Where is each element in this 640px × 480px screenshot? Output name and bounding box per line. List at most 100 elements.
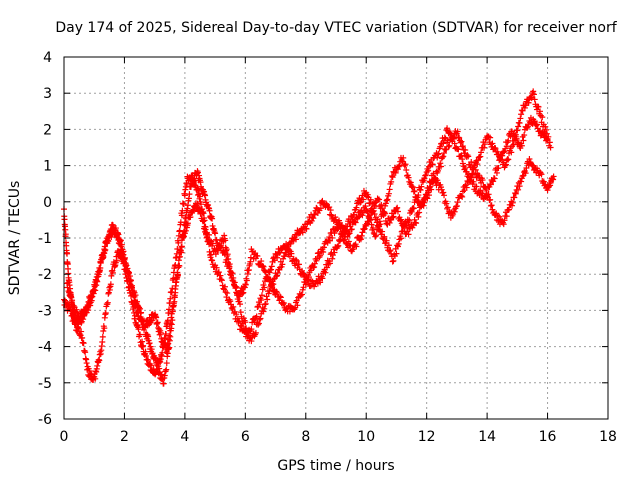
data-point [456,134,463,141]
data-point [105,238,112,245]
data-point [458,152,465,159]
data-point [251,318,258,325]
data-point [209,215,216,222]
data-point [370,207,377,214]
data-point [407,179,414,186]
data-point [537,170,544,177]
data-point [378,201,385,208]
data-point [437,160,444,167]
data-point [256,301,263,308]
data-point [353,243,360,250]
data-point [265,290,272,297]
data-point [225,262,232,269]
data-point [218,276,225,283]
data-point [363,207,370,214]
data-point [140,342,147,349]
data-point [180,233,187,240]
data-point [503,213,510,220]
data-point [462,164,469,171]
data-point [235,318,242,325]
data-point [329,255,336,262]
data-point [288,250,295,257]
data-point [311,283,318,290]
data-point [418,183,425,190]
data-point [477,153,484,160]
data-point [292,236,299,243]
data-point [463,184,470,191]
data-point [226,263,233,270]
data-point [385,190,392,197]
data-point [422,172,429,179]
data-point [479,177,486,184]
data-point [69,297,76,304]
data-point [90,286,97,293]
data-point [410,184,417,191]
data-point [101,325,108,332]
data-point [274,272,281,279]
data-point [394,208,401,215]
data-point [138,309,145,316]
data-point [284,243,291,250]
data-point [167,333,174,340]
data-point [327,207,334,214]
y-tick-labels: -6 -5 -4 -3 -2 -1 0 1 2 3 4 [38,50,52,428]
data-point [113,257,120,264]
data-point [236,317,243,324]
data-point [451,140,458,147]
data-point [415,192,422,199]
data-point [531,96,538,103]
data-point [408,208,415,215]
data-point [237,309,244,316]
data-point [540,178,547,185]
data-point [491,175,498,182]
data-point [384,196,391,203]
data-point [447,130,454,137]
data-point [422,171,429,178]
data-point [441,150,448,157]
data-point [268,263,275,270]
x-tick-label: 10 [357,429,375,445]
data-point [383,237,390,244]
data-point [167,295,174,302]
data-point [471,162,478,169]
data-point [386,219,393,226]
x-tick-label: 14 [478,429,496,445]
data-point [518,142,525,149]
data-point [465,153,472,160]
data-point [509,202,516,209]
data-point [299,291,305,298]
data-point [208,251,215,258]
data-point [186,191,193,198]
data-point [521,132,528,139]
data-point [217,272,224,279]
data-point [526,156,533,163]
data-point [181,192,188,199]
data-point [518,107,525,114]
x-axis-title: GPS time / hours [277,458,394,474]
data-point [261,284,268,291]
data-point [515,186,522,193]
data-point [501,217,508,224]
data-point [148,362,155,369]
data-point [89,293,96,300]
data-point [505,156,512,163]
data-point [274,254,281,261]
data-point [544,137,551,144]
data-point [464,152,471,159]
data-point [213,264,220,271]
data-point [237,322,244,329]
data-point [425,187,432,194]
data-point [333,216,339,223]
data-point [512,190,519,197]
data-point [358,232,365,239]
x-tick-label: 0 [60,429,69,445]
data-point [458,138,465,145]
data-point [148,317,155,324]
data-point [169,285,176,292]
data-point [499,152,506,159]
y-tick-label: -5 [38,376,52,392]
data-point [514,127,521,134]
data-point [395,163,402,170]
data-point [319,197,326,204]
